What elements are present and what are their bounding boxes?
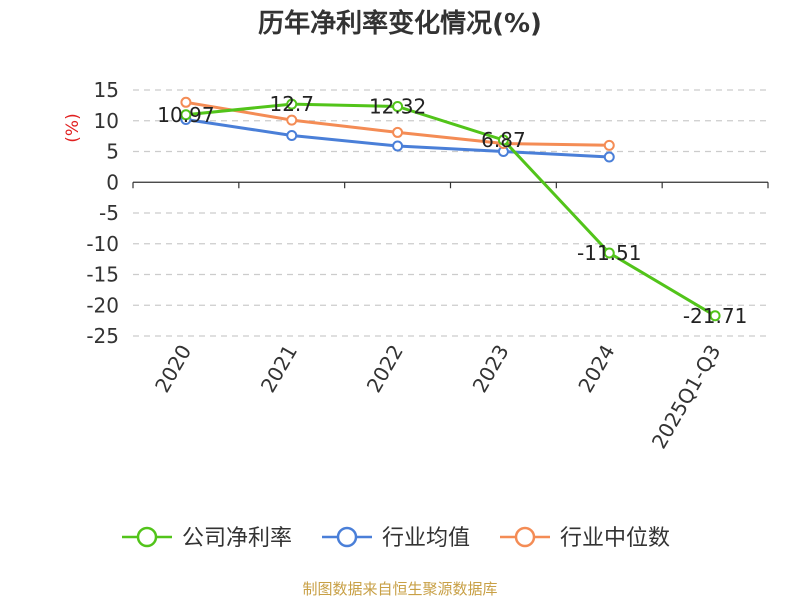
legend-item-0[interactable]: 公司净利率 <box>122 526 292 551</box>
legend-item-1[interactable]: 行业均值 <box>322 526 470 551</box>
data-point-series-0 <box>603 247 615 259</box>
data-point-series-0 <box>497 134 509 146</box>
data-label: -21.71 <box>683 304 747 328</box>
x-tick-label: 2025Q1-Q3 <box>647 341 726 453</box>
legend-item-2[interactable]: 行业中位数 <box>500 526 670 551</box>
x-tick-label: 2023 <box>468 340 514 396</box>
data-point-series-0 <box>180 109 192 121</box>
data-point-series-1 <box>392 140 404 152</box>
y-tick-label: -20 <box>86 293 119 317</box>
x-tick-label: 2021 <box>256 341 302 397</box>
legend[interactable]: 公司净利率 行业均值 行业中位数 <box>122 526 670 551</box>
data-label: 6.87 <box>481 128 526 152</box>
legend-marker-icon <box>514 526 536 548</box>
x-tick-label: 2024 <box>573 341 619 397</box>
y-tick-label: 10 <box>94 109 119 133</box>
y-tick-label: 0 <box>106 170 119 194</box>
grid-layer <box>133 89 768 337</box>
data-point-series-2 <box>286 114 298 126</box>
data-label: -11.51 <box>577 241 641 265</box>
data-point-series-2 <box>392 126 404 138</box>
data-point-series-2 <box>180 96 192 108</box>
y-tick-label: -15 <box>86 263 119 287</box>
source-note: 制图数据来自恒生聚源数据库 <box>302 580 497 598</box>
data-label: 12.32 <box>369 94 426 118</box>
y-axis-label: (%) <box>63 113 83 142</box>
data-point-series-0 <box>286 98 298 110</box>
data-label: 12.7 <box>269 92 314 116</box>
x-tick-label: 2022 <box>362 341 408 397</box>
series-line-0 <box>185 102 716 318</box>
data-point-series-0 <box>392 100 404 112</box>
data-point-series-0 <box>709 310 721 322</box>
y-tick-label: 15 <box>94 78 119 102</box>
data-point-series-1 <box>286 130 298 142</box>
x-tick-label: 2020 <box>150 341 196 397</box>
data-point-series-1 <box>603 151 615 163</box>
legend-label: 公司净利率 <box>182 526 292 551</box>
chart-title: 历年净利率变化情况(%) <box>258 8 542 39</box>
legend-label: 行业中位数 <box>560 526 670 551</box>
legend-label: 行业均值 <box>382 526 470 551</box>
y-tick-label: 5 <box>106 140 119 164</box>
data-point-series-2 <box>603 139 615 151</box>
legend-marker-icon <box>136 526 158 548</box>
y-tick-label: -25 <box>86 324 119 348</box>
series-layer <box>180 96 721 322</box>
y-tick-label: -10 <box>86 232 119 256</box>
data-label-layer: 10.97 12.7 12.32 6.87 -11.51 -21.71 <box>157 92 747 328</box>
legend-marker-icon <box>336 526 358 548</box>
data-label: 10.97 <box>157 103 214 127</box>
y-tick-label: -5 <box>99 201 119 225</box>
